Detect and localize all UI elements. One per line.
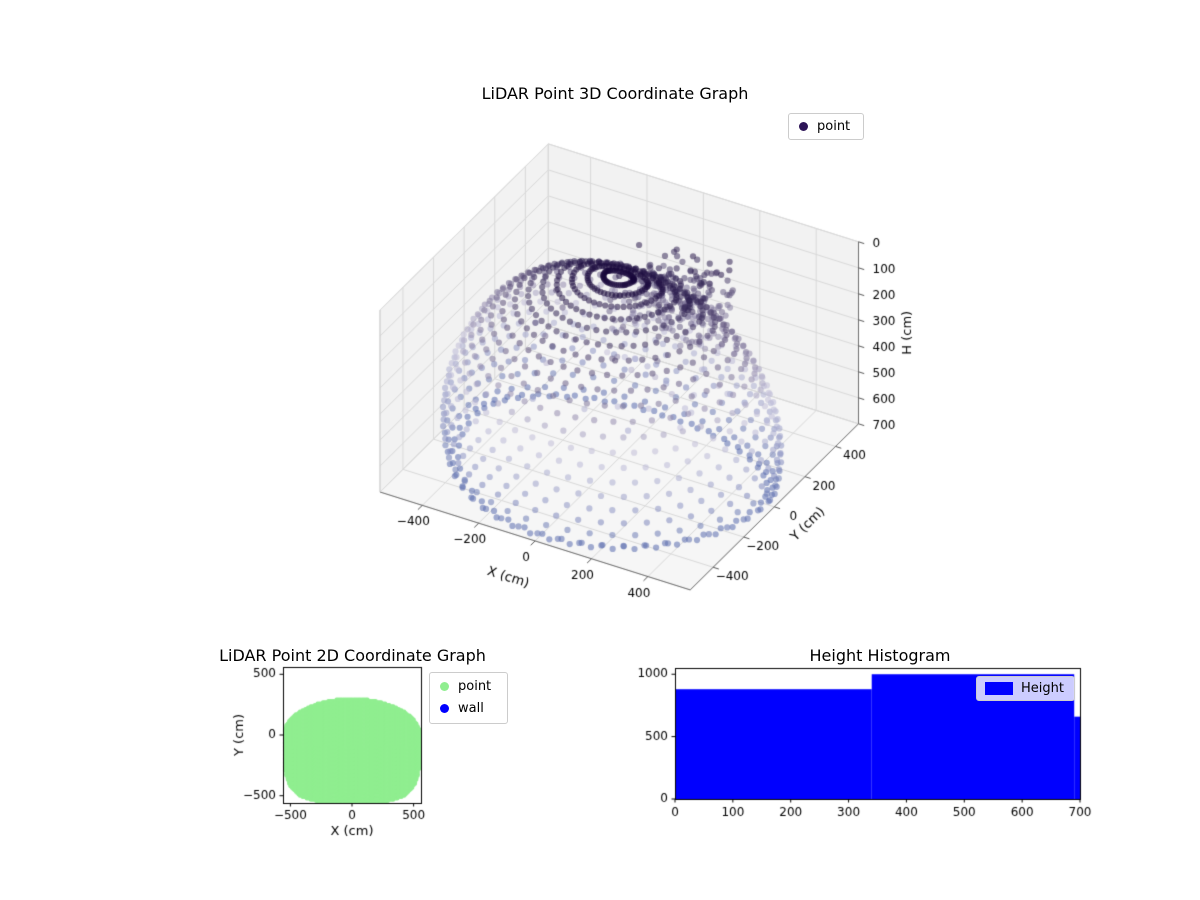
histogram-legend-label: Height [1021,681,1064,696]
plot2d-title: LiDAR Point 2D Coordinate Graph [219,646,486,665]
histogram-canvas [630,635,1110,835]
height-patch-icon [985,682,1013,695]
histogram-legend: Height [976,676,1075,701]
legend-entry-point: point [440,679,491,694]
plot2d-legend-label-wall: wall [458,701,484,716]
point-marker-icon [440,682,449,691]
plot2d-legend: point wall [429,672,509,724]
legend-entry-wall: wall [440,701,484,716]
plot2d-canvas [215,638,565,843]
plot3d-canvas [250,100,930,660]
plot2d-legend-label-point: point [458,679,492,694]
plot3d-title: LiDAR Point 3D Coordinate Graph [481,84,749,103]
wall-marker-icon [440,704,449,713]
plot3d-legend-label: point [817,119,851,134]
histogram-title: Height Histogram [809,646,951,665]
plot3d-legend: point [788,113,865,140]
point-marker-icon [799,122,808,131]
